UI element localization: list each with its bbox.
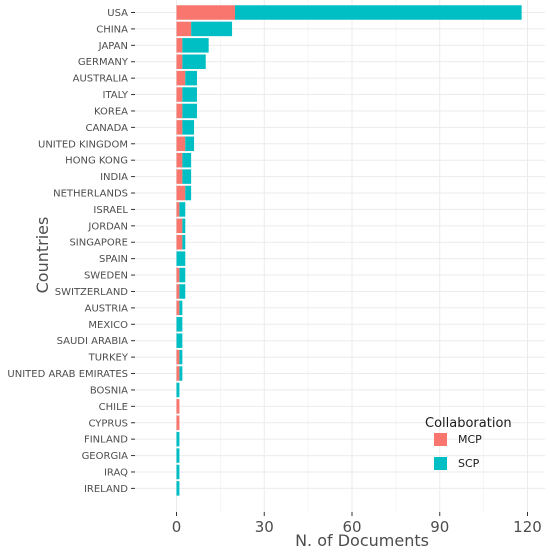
bar-mcp xyxy=(176,300,180,316)
y-tick-label: TURKEY xyxy=(88,353,129,364)
bar-scp xyxy=(176,333,183,348)
legend-swatch-scp xyxy=(434,457,447,470)
bar-scp xyxy=(182,152,192,168)
y-tick-label: UNITED ARAB EMIRATES xyxy=(7,369,128,380)
bar-mcp xyxy=(176,366,180,381)
bar-mcp xyxy=(176,120,183,135)
y-tick-label: AUSTRIA xyxy=(85,303,129,314)
bar-scp xyxy=(176,481,180,496)
bar-mcp xyxy=(176,5,235,20)
bar-mcp xyxy=(176,87,183,102)
legend-label-mcp: MCP xyxy=(458,433,482,446)
y-tick-labels: USA CHINA JAPAN GERMANY AUSTRALIA ITALY KOREA C… xyxy=(7,8,135,495)
bar-scp xyxy=(185,70,197,86)
x-tick-labels: 0 30 60 90 120 xyxy=(172,512,542,536)
y-tick-label: JORDAN xyxy=(87,221,128,232)
bars xyxy=(176,5,522,496)
y-tick-label: CYPRUS xyxy=(88,418,128,429)
bar-scp xyxy=(179,267,186,283)
y-tick-label: UNITED KINGDOM xyxy=(38,139,128,150)
y-tick-label: AUSTRALIA xyxy=(73,74,129,85)
bar-mcp xyxy=(176,54,183,69)
bar-scp xyxy=(176,251,186,266)
bar-scp xyxy=(182,169,192,184)
y-tick-label: CHILE xyxy=(99,402,128,413)
bar-scp xyxy=(176,317,183,332)
bar-mcp xyxy=(176,202,180,217)
y-tick-label: SPAIN xyxy=(99,254,128,265)
y-tick-label: INDIA xyxy=(100,172,128,183)
legend-title: Collaboration xyxy=(425,416,512,431)
y-axis-title: Countries xyxy=(33,217,52,294)
bar-scp xyxy=(182,120,195,135)
y-tick-label: USA xyxy=(107,8,128,19)
y-tick-label: GERMANY xyxy=(78,57,129,68)
y-tick-label: KOREA xyxy=(94,106,128,117)
bar-scp xyxy=(176,448,180,463)
x-tick-label: 60 xyxy=(342,518,361,536)
bar-mcp xyxy=(176,284,180,299)
bar-scp xyxy=(182,234,186,250)
x-tick-label: 30 xyxy=(255,518,274,536)
bar-scp xyxy=(179,202,186,217)
bar-scp xyxy=(176,431,180,447)
y-tick-label: JAPAN xyxy=(98,41,128,52)
bar-mcp xyxy=(176,234,183,250)
y-tick-label: BOSNIA xyxy=(90,385,128,396)
y-tick-label: IRAQ xyxy=(104,467,128,478)
bar-mcp xyxy=(176,152,183,168)
legend-swatch-mcp xyxy=(434,433,447,446)
y-tick-label: SWITZERLAND xyxy=(55,287,129,298)
x-tick-label: 90 xyxy=(430,518,449,536)
bar-mcp xyxy=(176,349,180,365)
y-tick-label: SINGAPORE xyxy=(69,238,128,249)
bar-mcp xyxy=(176,169,183,184)
y-tick-label: FINLAND xyxy=(84,435,128,446)
y-tick-label: ISRAEL xyxy=(93,205,128,216)
bar-scp xyxy=(182,218,186,234)
bar-scp xyxy=(191,21,233,37)
y-tick-label: SAUDI ARABIA xyxy=(57,336,129,347)
x-tick-label: 120 xyxy=(513,518,542,536)
bar-scp xyxy=(176,464,180,480)
bar-mcp xyxy=(176,136,186,152)
bar-scp xyxy=(179,300,183,316)
bar-mcp xyxy=(176,70,186,86)
bar-scp xyxy=(179,366,183,381)
bar-mcp xyxy=(176,415,180,430)
bar-scp xyxy=(182,54,206,69)
bar-scp xyxy=(179,284,186,299)
x-axis-title: N. of Documents xyxy=(295,531,429,550)
bar-scp xyxy=(179,349,183,365)
y-tick-label: MEXICO xyxy=(88,320,128,331)
bar-scp xyxy=(182,87,197,102)
y-tick-label: NETHERLANDS xyxy=(53,189,128,200)
y-tick-label: GEORGIA xyxy=(82,451,129,462)
bar-scp xyxy=(185,136,195,152)
bar-scp xyxy=(182,103,197,119)
y-tick-label: CHINA xyxy=(96,24,128,35)
y-tick-label: SWEDEN xyxy=(84,271,128,282)
bar-mcp xyxy=(176,103,183,119)
bar-mcp xyxy=(176,399,180,414)
bar-scp xyxy=(182,38,209,53)
bar-mcp xyxy=(176,267,180,283)
y-tick-label: HONG KONG xyxy=(65,156,128,167)
y-tick-label: IRELAND xyxy=(84,484,128,495)
bar-mcp xyxy=(176,185,186,201)
bar-scp xyxy=(235,5,522,20)
bar-scp xyxy=(185,185,192,201)
bar-scp xyxy=(176,382,180,398)
y-tick-label: ITALY xyxy=(103,90,129,101)
x-tick-label: 0 xyxy=(172,518,182,536)
y-tick-label: CANADA xyxy=(85,123,128,134)
bar-mcp xyxy=(176,21,192,37)
bar-mcp xyxy=(176,218,183,234)
legend: Collaboration MCP SCP xyxy=(425,416,512,470)
legend-label-scp: SCP xyxy=(458,457,480,470)
bar-mcp xyxy=(176,38,183,53)
